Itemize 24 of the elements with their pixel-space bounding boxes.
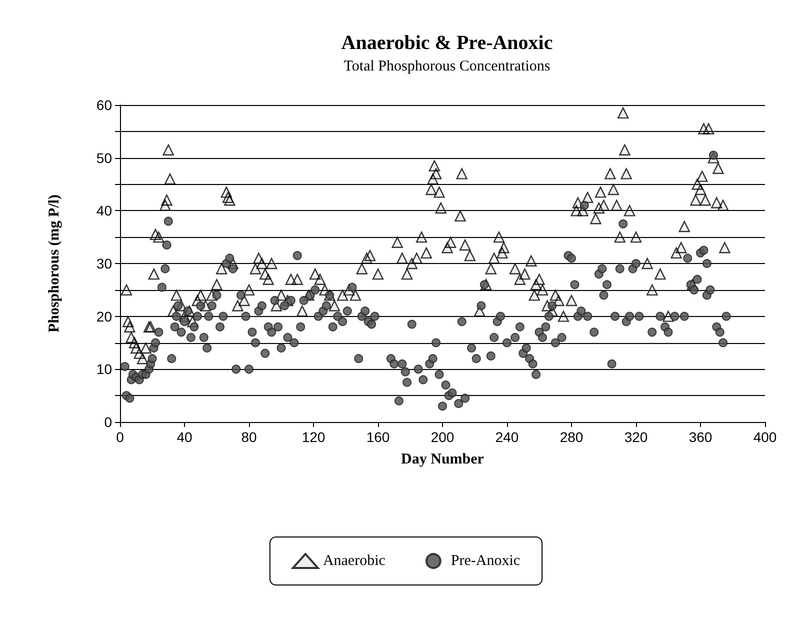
x-tick-label: 160: [366, 429, 390, 445]
legend-label: Anaerobic: [322, 553, 386, 569]
x-tick-label: 240: [495, 429, 519, 445]
y-tick-label: 10: [96, 361, 112, 378]
y-tick-label: 0: [104, 414, 112, 430]
y-tick-label: 60: [96, 97, 112, 113]
y-axis-title: Phosphorous (mg P/l): [46, 194, 62, 333]
x-tick-label: 200: [430, 429, 454, 445]
chart-title: Anaerobic & Pre-Anoxic: [341, 32, 553, 54]
x-tick-label: 400: [753, 429, 777, 445]
y-tick-label: 30: [96, 256, 112, 272]
x-axis-title: Day Number: [401, 452, 484, 468]
chart-subtitle: Total Phosphorous Concentrations: [344, 58, 550, 74]
x-tick-label: 120: [302, 429, 326, 445]
y-tick-label: 20: [96, 308, 112, 324]
x-tick-label: 40: [176, 429, 192, 445]
x-tick-label: 280: [560, 429, 584, 445]
legend-label: Pre-Anoxic: [450, 553, 520, 569]
x-tick-label: 360: [688, 429, 712, 445]
y-tick-label: 50: [96, 150, 112, 166]
x-tick-label: 80: [241, 429, 257, 445]
y-tick-label: 40: [96, 202, 112, 219]
x-tick-label: 0: [116, 429, 124, 445]
x-tick-label: 320: [624, 429, 648, 445]
